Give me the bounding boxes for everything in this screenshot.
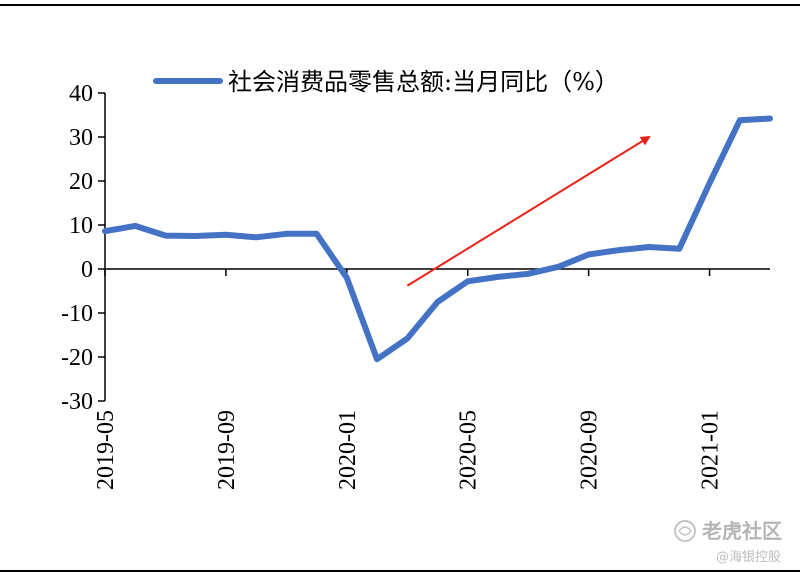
y-tick-label: -30 [61, 389, 93, 415]
y-tick-label: 40 [69, 81, 93, 107]
y-tick-label: 20 [69, 169, 93, 195]
legend-label: 社会消费品零售总额:当月同比（%） [228, 68, 619, 96]
y-tick-label: 30 [69, 125, 93, 151]
bottom-rule [0, 570, 800, 572]
watermark-logo-icon [674, 520, 696, 542]
y-tick-label: -20 [61, 345, 93, 371]
top-rule [0, 4, 800, 6]
annotation-layer [406, 135, 651, 287]
x-tick-label: 2020-05 [456, 410, 482, 490]
watermark-main-text: 老虎社区 [702, 519, 782, 543]
y-tick-label: -10 [61, 301, 93, 327]
x-tick-label: 2021-01 [698, 410, 724, 490]
x-tick-label: 2020-01 [335, 410, 361, 490]
watermark: 老虎社区 @海银控股 [674, 519, 782, 565]
watermark-sub-text: @海银控股 [716, 550, 781, 565]
series-layer [102, 115, 773, 363]
y-tick-label: 0 [81, 257, 93, 283]
y-tick-label: 10 [69, 213, 93, 239]
x-tick-label: 2019-05 [93, 410, 119, 490]
trend-arrow [406, 135, 651, 287]
legend: 社会消费品零售总额:当月同比（%） [153, 68, 619, 96]
x-tick-label: 2019-09 [214, 410, 240, 490]
series-line [102, 115, 773, 363]
x-tick-label: 2020-09 [577, 410, 603, 490]
